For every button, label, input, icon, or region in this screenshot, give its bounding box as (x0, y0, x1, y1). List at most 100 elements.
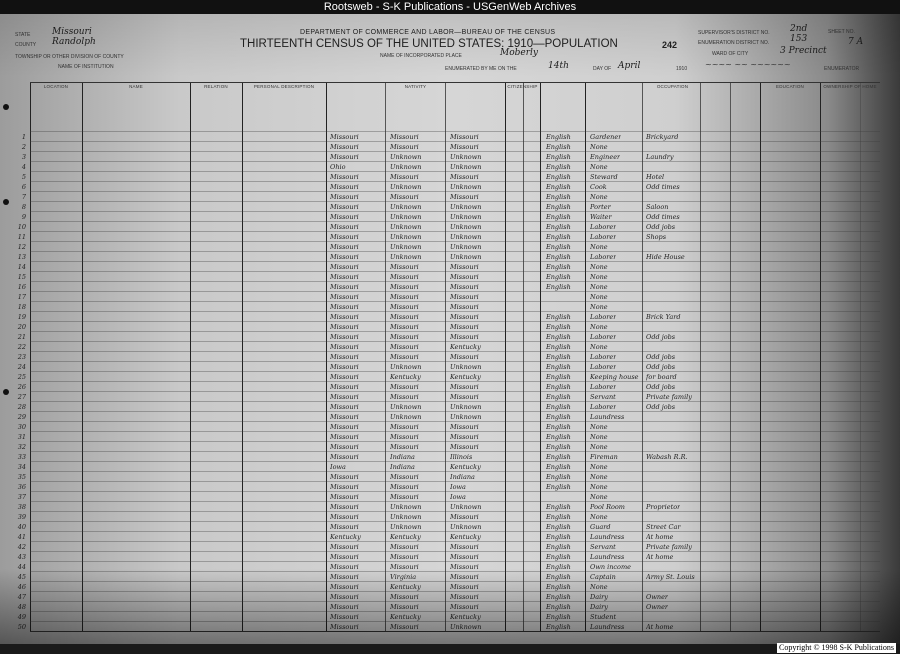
language: English (546, 233, 571, 241)
line-number: 50 (17, 623, 26, 631)
language: English (546, 323, 571, 331)
line-number: 36 (17, 483, 26, 491)
language: English (546, 403, 571, 411)
enumerator-signature: ~~~~ ~~ ~~~~~~ (705, 60, 791, 69)
language: English (546, 423, 571, 431)
language: English (546, 213, 571, 221)
mother-birthplace: Illinois (450, 453, 473, 461)
table-row: 16 Missouri Missouri Missouri English None (18, 281, 880, 292)
occupation: Servant (590, 543, 616, 551)
occupation: Laborer (590, 223, 617, 231)
table-row: 8 Missouri Unknown Unknown English Porter Salo… (22, 201, 880, 212)
occupation: None (590, 193, 608, 201)
industry: Odd times (646, 183, 680, 191)
table-row: 12 Missouri Unknown Unknown English None (18, 241, 880, 252)
table-row: 20 Missouri Missouri Missouri English None (18, 321, 880, 332)
table-row: 34 Iowa Indiana Kentucky English None (18, 461, 880, 472)
table-row: 40 Missouri Unknown Unknown English Guard Stre… (18, 521, 880, 532)
mother-birthplace: Iowa (450, 483, 466, 491)
table-row: 38 Missouri Unknown Unknown English Pool Room… (18, 501, 880, 512)
mother-birthplace: Missouri (450, 333, 479, 341)
father-birthplace: Missouri (390, 443, 419, 451)
header-personal-description: Personal Description (253, 84, 315, 89)
line-number: 49 (17, 613, 26, 621)
occupation: None (590, 283, 608, 291)
line-number: 17 (17, 293, 26, 301)
birthplace: Missouri (330, 353, 359, 361)
table-row: 50 Missouri Missouri Unknown English Laundres… (18, 621, 880, 632)
line-number: 35 (17, 473, 26, 481)
county-value: Randolph (52, 37, 96, 47)
line-number: 39 (17, 513, 26, 521)
occupation: Captain (590, 573, 616, 581)
language: English (546, 173, 571, 181)
birthplace: Missouri (330, 413, 359, 421)
father-birthplace: Unknown (390, 153, 422, 161)
mother-birthplace: Missouri (450, 353, 479, 361)
mother-birthplace: Missouri (450, 603, 479, 611)
line-number: 22 (17, 343, 26, 351)
language: English (546, 343, 571, 351)
year-value: 1910 (676, 66, 688, 72)
table-row: 32 Missouri Missouri Missouri English None (18, 441, 880, 452)
mother-birthplace: Kentucky (450, 613, 481, 621)
line-number: 26 (17, 383, 26, 391)
table-row: 23 Missouri Missouri Missouri English Laborer… (18, 351, 880, 362)
father-birthplace: Unknown (390, 253, 422, 261)
line-number: 10 (17, 223, 26, 231)
table-row: 3 Missouri Unknown Unknown English Engineer La… (22, 151, 880, 162)
table-row: 28 Missouri Unknown Unknown English Laborer Od… (18, 401, 880, 412)
header-name: Name (129, 84, 143, 89)
mother-birthplace: Indiana (450, 473, 475, 481)
line-number: 14 (17, 263, 26, 271)
place-label: Name of incorporated place (380, 53, 462, 59)
father-birthplace: Missouri (390, 473, 419, 481)
father-birthplace: Missouri (390, 383, 419, 391)
father-birthplace: Unknown (390, 163, 422, 171)
occupation: Student (590, 613, 617, 621)
table-row: 35 Missouri Missouri Indiana English None (18, 471, 880, 482)
sheet-label: Sheet No. (828, 29, 855, 35)
industry: Proprietor (646, 503, 681, 511)
occupation: Laborer (590, 403, 617, 411)
father-birthplace: Missouri (390, 283, 419, 291)
mother-birthplace: Iowa (450, 493, 466, 501)
table-row: 26 Missouri Missouri Missouri English Laborer… (18, 381, 880, 392)
institution-label: Name of institution (58, 64, 114, 70)
father-birthplace: Missouri (390, 343, 419, 351)
birthplace: Missouri (330, 203, 359, 211)
industry: At home (646, 623, 674, 631)
line-number: 23 (17, 353, 26, 361)
table-row: 48 Missouri Missouri Missouri English Dairy Ow… (18, 601, 880, 612)
line-number: 13 (17, 253, 26, 261)
line-number: 1 (21, 133, 26, 141)
occupation: Pool Room (590, 503, 625, 511)
table-row: 14 Missouri Missouri Missouri English None (18, 261, 880, 272)
occupation: Gardener (590, 133, 622, 141)
line-number: 29 (17, 413, 26, 421)
industry: At home (646, 533, 674, 541)
line-number: 7 (21, 193, 26, 201)
industry: Odd jobs (646, 383, 676, 391)
line-number: 40 (17, 523, 26, 531)
mother-birthplace: Missouri (450, 573, 479, 581)
copyright-notice: Copyright © 1998 S-K Publications (777, 643, 896, 653)
line-number: 41 (17, 533, 26, 541)
table-row: 47 Missouri Missouri Missouri English Dairy Ow… (18, 591, 880, 602)
enumerated-day: 14th (548, 61, 569, 71)
language: English (546, 413, 571, 421)
industry: Shops (646, 233, 667, 241)
table-row: 5 Missouri Missouri Missouri English Steward H… (22, 171, 880, 182)
line-number: 33 (17, 453, 26, 461)
table-row: 21 Missouri Missouri Missouri English Laborer… (18, 331, 880, 342)
father-birthplace: Missouri (390, 483, 419, 491)
line-number: 46 (17, 583, 26, 591)
occupation: None (590, 583, 608, 591)
line-number: 15 (17, 273, 26, 281)
census-table: Location Name Relation Personal Descript… (18, 82, 880, 632)
birthplace: Missouri (330, 593, 359, 601)
father-birthplace: Missouri (390, 623, 419, 631)
occupation: None (590, 243, 608, 251)
table-row: 22 Missouri Missouri Kentucky English None (18, 341, 880, 352)
father-birthplace: Unknown (390, 233, 422, 241)
